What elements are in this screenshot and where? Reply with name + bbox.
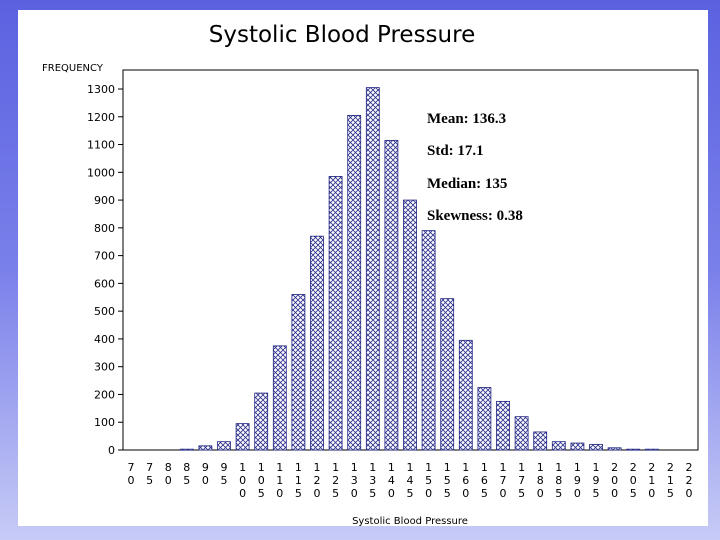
histogram-bar (458, 339, 473, 451)
histogram-bar (179, 448, 194, 451)
histogram-bar (477, 387, 492, 451)
stat-skewness: Skewness: 0.38 (427, 208, 523, 224)
histogram-bar (365, 87, 380, 451)
histogram-bar (328, 176, 343, 451)
y-tick-label: 500 (94, 305, 115, 318)
slide-canvas: Systolic Blood Pressure FREQUENCY 0 100 20… (18, 10, 708, 526)
histogram-bar (626, 448, 641, 451)
y-tick-label: 1200 (87, 111, 115, 124)
y-tick-label: 900 (94, 194, 115, 207)
histogram-bar (235, 423, 250, 451)
histogram-bar (570, 442, 585, 451)
y-tick-label: 200 (94, 388, 115, 401)
histogram-bar (291, 294, 306, 451)
histogram-bar (607, 447, 622, 451)
histogram-chart: Systolic Blood Pressure FREQUENCY 0 100 20… (42, 22, 699, 526)
stat-mean: Mean: 136.3 (427, 111, 506, 127)
histogram-bar (272, 345, 287, 451)
y-tick-label: 100 (94, 416, 115, 429)
histogram-bar (347, 114, 362, 451)
histogram-bar (310, 235, 324, 451)
y-tick-label: 0 (108, 444, 115, 457)
y-tick-label: 600 (94, 277, 115, 290)
y-tick-label: 1100 (87, 139, 115, 152)
histogram-bar (589, 444, 603, 451)
histogram-bar (533, 431, 548, 451)
y-tick-label: 800 (94, 222, 115, 235)
histogram-bar (217, 441, 231, 451)
histogram-bar (421, 230, 436, 451)
y-tick-label: 700 (94, 250, 115, 263)
histogram-bar (384, 139, 399, 451)
histogram-bar (403, 199, 417, 451)
histogram-bar (551, 441, 566, 451)
histogram-bar (496, 401, 510, 451)
y-axis-label: FREQUENCY (42, 63, 104, 74)
y-tick-label: 400 (94, 333, 115, 346)
histogram-bar (198, 445, 213, 451)
y-tick-label: 1000 (87, 166, 115, 179)
histogram-bar (254, 392, 269, 451)
stat-std: Std: 17.1 (427, 143, 484, 159)
stat-median: Median: 135 (427, 176, 507, 192)
histogram-bar (440, 298, 455, 451)
y-tick-label: 300 (94, 361, 115, 374)
x-axis-label: Systolic Blood Pressure (352, 516, 468, 526)
chart-title: Systolic Blood Pressure (209, 22, 475, 48)
y-tick-label: 1300 (87, 83, 115, 96)
histogram-bar (644, 448, 659, 451)
histogram-bar (514, 416, 529, 451)
